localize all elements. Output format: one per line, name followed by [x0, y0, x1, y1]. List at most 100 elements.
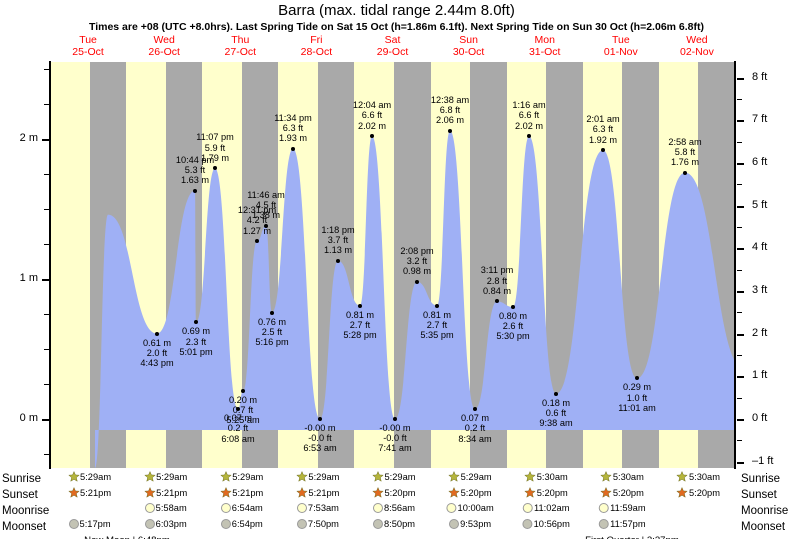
- tide-point: [448, 128, 452, 133]
- tide-height-ft: -0.0 ft: [308, 433, 332, 444]
- day-of-week: Sat: [384, 34, 401, 46]
- day-date: 26-Oct: [148, 46, 180, 58]
- tide-height-ft: 0.6 ft: [545, 408, 567, 418]
- tide-height-m: 1.92 m: [588, 134, 618, 145]
- tide-time: 3:11 pm: [480, 265, 514, 276]
- tide-point: [194, 320, 198, 325]
- sunset-event: 5:20pm: [524, 487, 568, 498]
- tide-height-m: 1.63 m: [180, 175, 210, 186]
- star-icon: [600, 471, 612, 482]
- row-label-sunrise-right: Sunrise: [741, 473, 780, 485]
- low-tide-label: 0.61 m 2.0 ft 4:43 pm: [140, 338, 173, 369]
- tide-time: 2:58 am: [668, 136, 702, 147]
- tide-point: [511, 305, 515, 309]
- tide-time: 11:46 am: [247, 189, 285, 200]
- moonrise-event: 5:58am: [144, 503, 187, 513]
- sunset-time: 5:21pm: [80, 487, 112, 498]
- tide-time: 1:16 am: [512, 100, 546, 111]
- y-tick-right: [737, 354, 742, 356]
- tide-time: 1:18 pm: [321, 224, 355, 235]
- tide-height-ft: 4.5 ft: [255, 200, 277, 210]
- sunrise-time: 5:29am: [460, 471, 492, 482]
- tide-point: [415, 279, 419, 284]
- y-tick-left: [44, 384, 49, 385]
- star-icon: [448, 487, 460, 498]
- moonset-icon: [68, 519, 79, 529]
- sunset-event: 5:21pm: [68, 487, 111, 498]
- tide-time: 5:25 am: [226, 415, 260, 426]
- tide-point: [683, 170, 687, 175]
- sunrise-event: 5:30am: [600, 471, 644, 482]
- tide-point: [213, 166, 217, 171]
- sunrise-event: 5:29am: [68, 471, 111, 482]
- star-icon: [600, 487, 612, 498]
- tide-height-ft: 2.0 ft: [146, 347, 168, 358]
- y-axis-label-right: 5 ft: [752, 198, 768, 211]
- high-tide-label: 11:34 pm 6.3 ft 1.93 m: [274, 113, 312, 144]
- moonrise-event: 6:54am: [220, 503, 263, 513]
- tide-height-ft: 5.9 ft: [204, 142, 226, 153]
- tide-height-m: 0.81 m: [422, 309, 452, 320]
- moonset-icon: [522, 519, 533, 529]
- tide-time: 12:38 am: [430, 94, 470, 105]
- tide-height-ft: 2.5 ft: [261, 326, 283, 337]
- low-tide-label: 0.81 m 2.7 ft 5:35 pm: [420, 310, 453, 341]
- sunset-time: 5:20pm: [612, 487, 644, 498]
- day-header: Fri 28-Oct: [278, 34, 354, 60]
- y-tick-right: [737, 291, 744, 293]
- moonrise-icon: [373, 503, 384, 513]
- moonset-icon: [599, 519, 610, 529]
- tide-height-m: 1.27 m: [242, 225, 272, 236]
- y-axis-label-right: 8 ft: [752, 70, 768, 83]
- y-tick-right: [737, 227, 742, 229]
- tide-point: [264, 223, 268, 228]
- star-icon: [524, 487, 536, 498]
- moonset-time: 10:56pm: [533, 519, 570, 529]
- tide-time: 5:35 pm: [420, 330, 454, 340]
- tide-time: 5:30 pm: [496, 331, 530, 342]
- y-axis-label-right: 1 ft: [752, 369, 768, 382]
- tide-time: 11:34 pm: [274, 112, 312, 123]
- low-tide-label: -0.00 m -0.0 ft 6:53 am: [303, 423, 336, 454]
- tide-point: [527, 134, 531, 139]
- tide-height-m: 2.02 m: [357, 120, 387, 131]
- tide-height-ft: 2.8 ft: [486, 275, 508, 286]
- moonrise-time: 5:58am: [155, 503, 187, 513]
- star-icon: [68, 471, 80, 482]
- day-of-week: Fri: [310, 34, 323, 46]
- row-label-moonset-right: Moonset: [741, 521, 786, 533]
- high-tide-label: 2:01 am 6.3 ft 1.92 m: [586, 114, 619, 145]
- tide-height-ft: 2.6 ft: [502, 321, 524, 332]
- moonrise-event: 10:00am: [446, 503, 494, 513]
- y-tick-right: [737, 141, 742, 143]
- y-axis-label-right: 6 ft: [752, 156, 768, 169]
- y-axis-label-left: 2 m: [19, 132, 38, 144]
- moonset-time: 8:50pm: [384, 519, 416, 529]
- day-date: 02-Nov: [680, 46, 714, 58]
- day-header: Sat 29-Oct: [354, 34, 430, 60]
- day-of-week: Wed: [686, 34, 708, 46]
- tide-height-m: 0.29 m: [622, 382, 652, 393]
- y-tick-left: [44, 244, 49, 245]
- sunset-event: 5:21pm: [296, 487, 339, 498]
- y-tick-left: [44, 314, 49, 315]
- sunrise-event: 5:29am: [296, 471, 339, 482]
- tide-point: [236, 407, 240, 412]
- star-icon: [144, 487, 156, 498]
- tide-point: [270, 310, 274, 315]
- star-icon: [144, 471, 156, 482]
- y-tick-right: [737, 99, 742, 101]
- y-tick-right: [737, 184, 742, 186]
- y-tick-right: [737, 312, 742, 314]
- tide-point: [473, 407, 477, 412]
- sunset-time: 5:21pm: [308, 487, 340, 498]
- tide-height-ft: 3.7 ft: [327, 235, 349, 245]
- y-axis-label-right: 7 ft: [752, 113, 768, 126]
- moonset-time: 5:17pm: [79, 519, 111, 529]
- tide-time: 11:01 am: [618, 402, 656, 413]
- sunrise-event: 5:30am: [524, 471, 568, 482]
- day-of-week: Tue: [611, 34, 630, 46]
- tide-height-ft: 6.6 ft: [361, 110, 383, 121]
- day-header: Tue 01-Nov: [583, 34, 659, 60]
- tide-height-ft: 0.7 ft: [232, 405, 254, 416]
